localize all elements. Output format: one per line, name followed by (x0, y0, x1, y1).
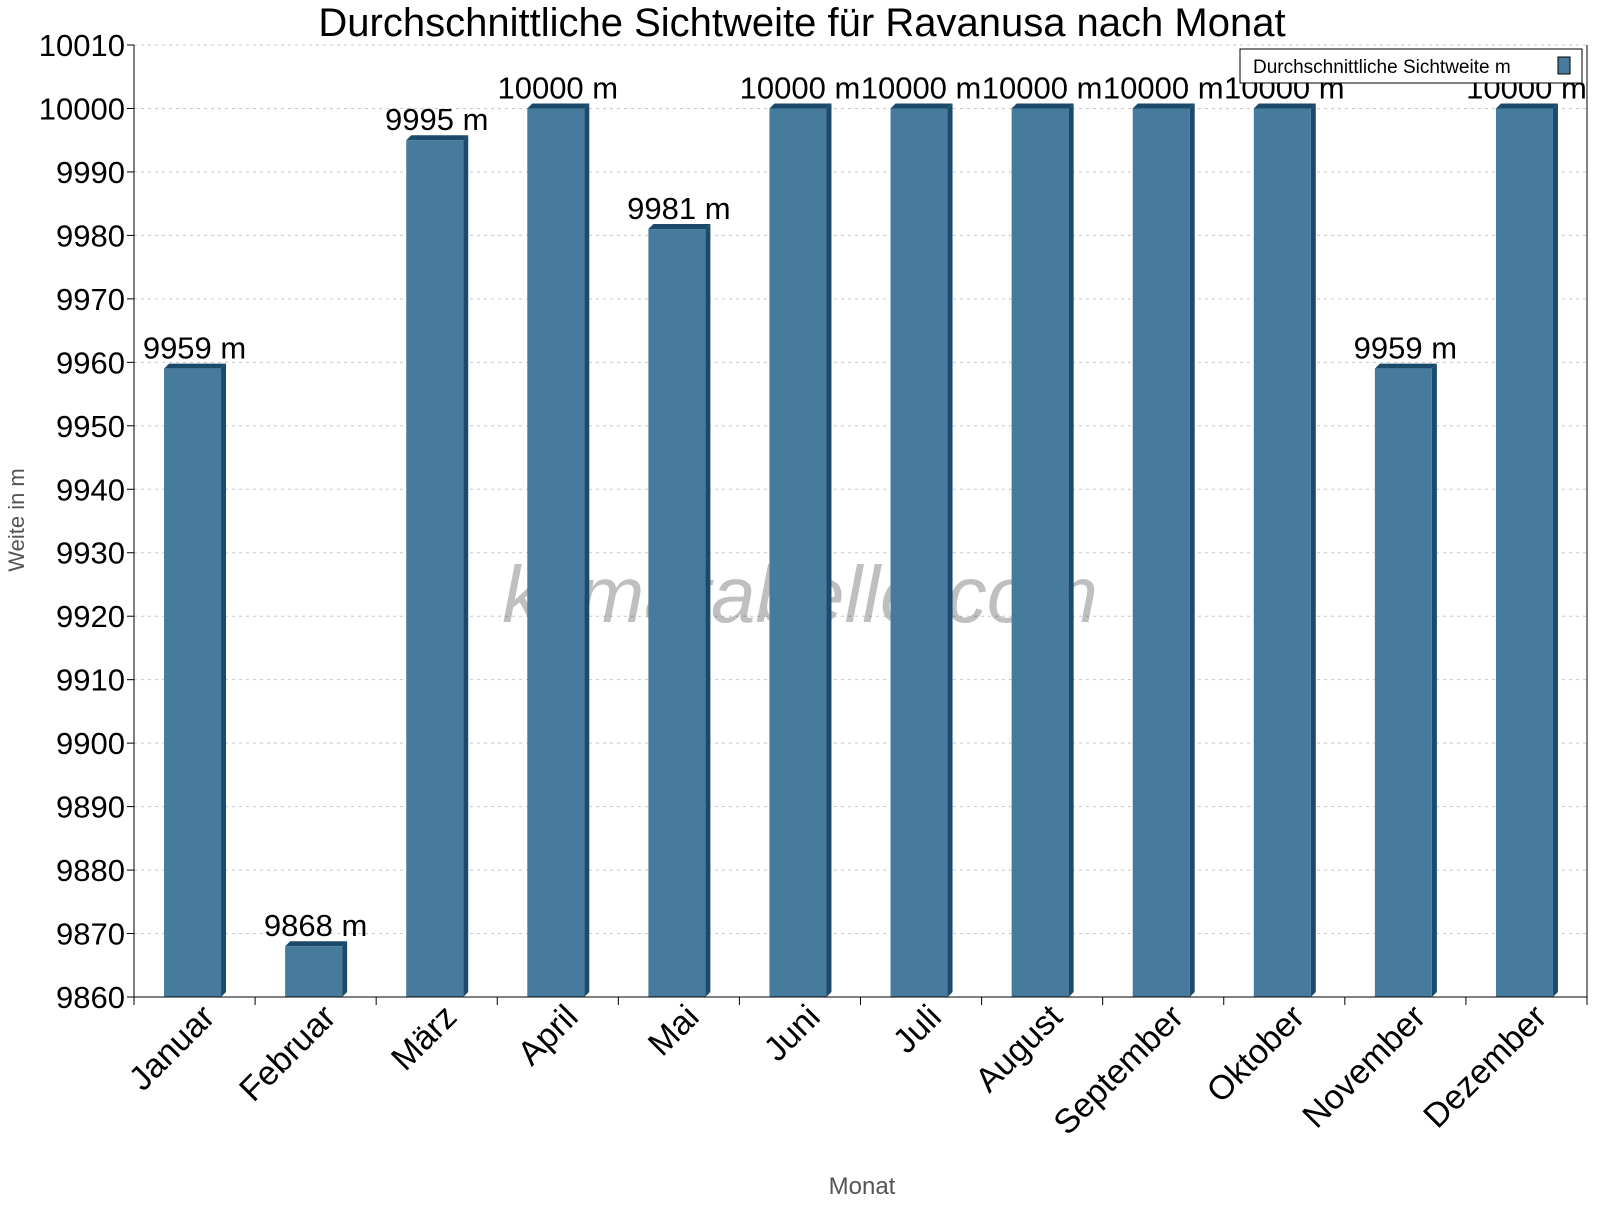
bar (890, 108, 948, 997)
bars (164, 103, 1558, 997)
bar (285, 946, 343, 997)
bar-side (342, 941, 348, 997)
x-tick-label: Dezember (1416, 998, 1554, 1136)
y-tick-label: 10010 (39, 28, 125, 63)
data-label: 10000 m (982, 70, 1103, 105)
x-tick-label: März (384, 998, 464, 1078)
bar-top (769, 103, 832, 109)
bar-top (890, 103, 953, 109)
bar (769, 108, 827, 997)
bar (648, 229, 706, 997)
legend-label: Durchschnittliche Sichtweite m (1253, 57, 1511, 78)
bar-top (1374, 363, 1437, 369)
y-axis-label: Weite in m (4, 468, 29, 572)
bar-side (1431, 363, 1437, 997)
x-tick-label: August (968, 997, 1070, 1099)
y-tick-label: 9880 (56, 853, 125, 888)
chart-title: Durchschnittliche Sichtweite für Ravanus… (318, 1, 1285, 45)
bar-top (164, 363, 227, 369)
data-label: 9959 m (1354, 331, 1457, 366)
x-tick-label: Februar (232, 998, 343, 1109)
legend: Durchschnittliche Sichtweite m (1239, 48, 1583, 84)
data-label: 10000 m (861, 70, 982, 105)
bar-side (1552, 103, 1558, 997)
bar (1011, 108, 1069, 997)
y-tick-label: 9990 (56, 155, 125, 190)
y-tick-label: 9910 (56, 663, 125, 698)
y-tick-label: 9980 (56, 218, 125, 253)
y-tick-label: 9870 (56, 917, 125, 952)
data-label: 10000 m (740, 70, 861, 105)
y-tick-label: 9890 (56, 790, 125, 825)
x-axis-label: Monat (829, 1173, 896, 1200)
y-tick-label: 9920 (56, 599, 125, 634)
bar-side (947, 103, 953, 997)
y-tick-label: 9860 (56, 980, 125, 1015)
y-tick-label: 9970 (56, 282, 125, 317)
bar (406, 140, 464, 997)
bar-side (584, 103, 590, 997)
y-tick-label: 9960 (56, 345, 125, 380)
data-label: 9868 m (264, 908, 367, 943)
bar-top (1011, 103, 1074, 109)
bar-side (1189, 103, 1195, 997)
bar-top (285, 941, 348, 947)
data-label: 9995 m (385, 102, 488, 137)
data-label: 9981 m (627, 191, 730, 226)
x-tick-label: Oktober (1200, 998, 1312, 1110)
bar (1132, 108, 1190, 997)
x-tick-label: April (510, 998, 585, 1073)
bar (527, 108, 585, 997)
bar-side (221, 363, 227, 997)
bar-top (1495, 103, 1558, 109)
x-tick-label: Juli (886, 998, 949, 1061)
bar-side (705, 224, 711, 997)
bar-side (826, 103, 832, 997)
bar-top (527, 103, 590, 109)
bar-side (1068, 103, 1074, 997)
y-tick-label: 9900 (56, 726, 125, 761)
bar-side (1310, 103, 1316, 997)
data-label: 10000 m (497, 70, 618, 105)
bar (164, 368, 222, 997)
bar-top (1253, 103, 1316, 109)
x-tick-label: September (1046, 998, 1190, 1142)
bar (1253, 108, 1311, 997)
data-label: 10000 m (1103, 70, 1224, 105)
y-tick-label: 10000 (39, 91, 125, 126)
data-label: 9959 m (143, 331, 246, 366)
y-tick-label: 9930 (56, 536, 125, 571)
gridlines (134, 44, 1587, 935)
legend-swatch (1557, 56, 1571, 75)
x-tick-label: Juni (757, 998, 828, 1069)
bar-top (1132, 103, 1195, 109)
bar (1495, 108, 1553, 997)
bar-top (406, 135, 469, 141)
x-tick-label: Januar (122, 998, 222, 1098)
bar-top (648, 224, 711, 230)
y-tick-label: 9940 (56, 472, 125, 507)
y-tick-label: 9950 (56, 409, 125, 444)
bar (1374, 368, 1432, 997)
x-tick-label: November (1295, 998, 1433, 1136)
x-tick-label: Mai (641, 998, 707, 1064)
bar-side (463, 135, 469, 997)
